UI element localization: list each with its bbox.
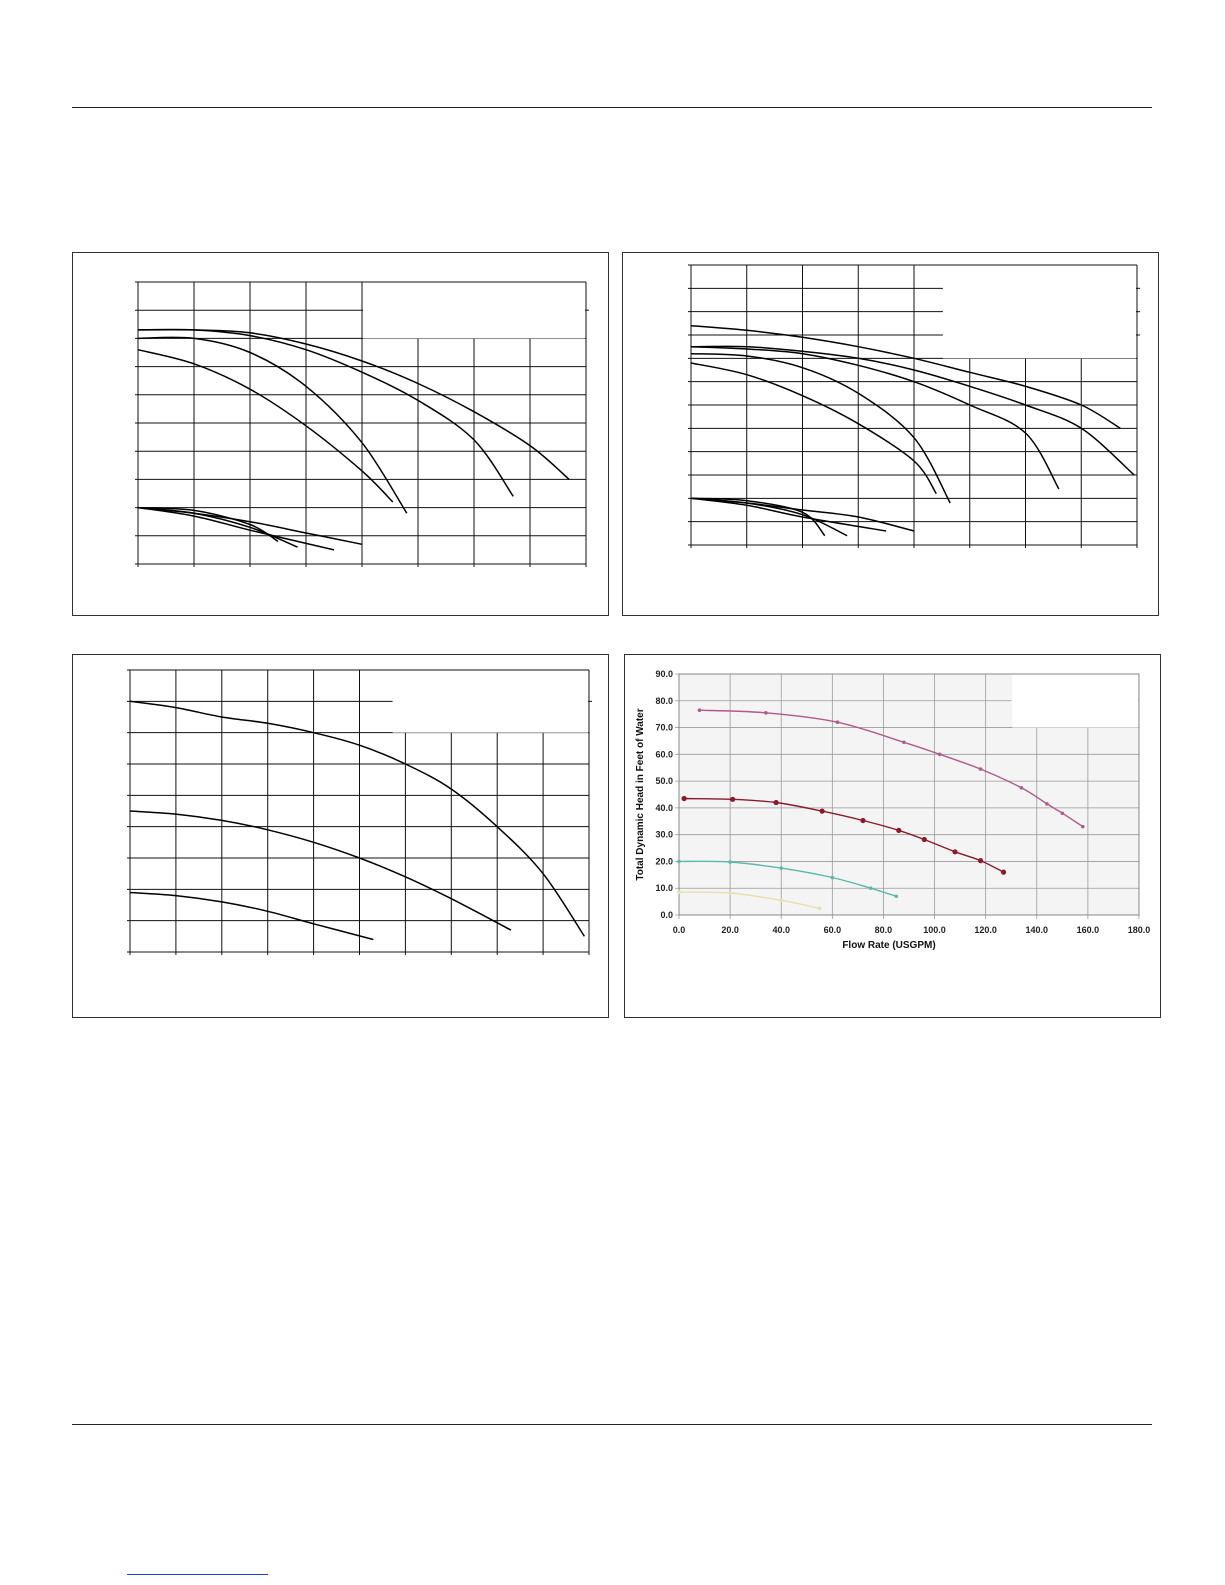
series-line-5 bbox=[690, 362, 937, 495]
series-line-7 bbox=[137, 506, 335, 551]
x-tick-label: 0.0 bbox=[673, 925, 686, 935]
series-line-1 bbox=[699, 709, 1084, 828]
data-point bbox=[937, 752, 942, 757]
x-axis-label: Flow Rate (USGPM) bbox=[842, 940, 935, 951]
series-line-3 bbox=[690, 345, 1060, 490]
series-line-6 bbox=[690, 497, 826, 537]
y-tick-label: 60.0 bbox=[655, 749, 673, 759]
series-line-9 bbox=[690, 497, 915, 532]
series-line-2 bbox=[129, 810, 512, 931]
series-line-2 bbox=[684, 797, 1004, 873]
x-tick-label: 60.0 bbox=[824, 925, 842, 935]
data-point bbox=[977, 858, 984, 864]
series-line-1 bbox=[129, 700, 586, 937]
x-tick-label: 160.0 bbox=[1077, 925, 1100, 935]
chart-panel-2 bbox=[622, 252, 1159, 616]
data-point bbox=[817, 906, 822, 911]
chart-panel-4: 0.0 20.0 40.0 60.0 80.0 100.0 120.0 140.0 160.0 1… bbox=[624, 654, 1161, 1018]
y-axis-label: Total Dynamic Head in Feet of Water bbox=[635, 708, 646, 880]
series-line-4 bbox=[678, 891, 820, 909]
series-line-8 bbox=[137, 506, 363, 546]
y-tick-label: 20.0 bbox=[655, 856, 673, 866]
x-tick-label: 140.0 bbox=[1026, 925, 1049, 935]
data-point bbox=[779, 898, 784, 903]
chart-2 bbox=[688, 264, 1140, 548]
series-line-6 bbox=[137, 506, 298, 548]
y-tick-label: 50.0 bbox=[655, 776, 673, 786]
series-line-4 bbox=[137, 348, 394, 503]
series-line-5 bbox=[137, 506, 279, 543]
chart-4: 0.0 20.0 40.0 60.0 80.0 100.0 120.0 140.0 160.0 1… bbox=[635, 669, 1151, 951]
header-rule bbox=[72, 107, 1152, 108]
x-tick-label: 100.0 bbox=[923, 925, 946, 935]
data-point bbox=[681, 795, 687, 802]
series-line-3 bbox=[678, 860, 897, 897]
data-point bbox=[902, 740, 906, 745]
y-tick-label: 70.0 bbox=[655, 723, 673, 733]
legend-area bbox=[1012, 675, 1138, 728]
data-point bbox=[896, 827, 902, 833]
series-line-2 bbox=[137, 328, 514, 497]
x-tick-label: 180.0 bbox=[1128, 925, 1151, 935]
data-point bbox=[1000, 869, 1007, 875]
x-tick-label: 80.0 bbox=[875, 925, 893, 935]
footer-link-underline[interactable] bbox=[127, 1574, 268, 1575]
data-point bbox=[1019, 786, 1024, 790]
chart-3 bbox=[127, 669, 592, 955]
y-tick-label: 10.0 bbox=[655, 883, 673, 893]
series-line-3 bbox=[137, 336, 408, 514]
data-point bbox=[677, 859, 681, 864]
series-line-3 bbox=[129, 891, 374, 941]
chart-1 bbox=[135, 281, 589, 567]
y-tick-label: 30.0 bbox=[655, 830, 673, 840]
data-point bbox=[1080, 824, 1085, 829]
data-point bbox=[860, 817, 866, 824]
data-point bbox=[728, 891, 732, 895]
series-line-1 bbox=[137, 328, 570, 480]
data-point bbox=[677, 890, 681, 895]
data-point bbox=[835, 720, 840, 724]
legend-area bbox=[363, 283, 585, 339]
data-point bbox=[894, 894, 899, 899]
data-point bbox=[868, 886, 873, 891]
data-point bbox=[730, 796, 736, 802]
legend-area bbox=[942, 266, 1136, 359]
x-tick-label: 40.0 bbox=[772, 925, 790, 935]
x-tick-label: 20.0 bbox=[721, 925, 739, 935]
series-line-4 bbox=[690, 352, 951, 504]
data-point bbox=[1045, 802, 1049, 806]
x-tick-label: 120.0 bbox=[974, 925, 997, 935]
legend-area bbox=[392, 671, 588, 733]
y-tick-label: 40.0 bbox=[655, 803, 673, 813]
data-point bbox=[921, 836, 927, 843]
data-point bbox=[764, 711, 768, 715]
data-point bbox=[728, 860, 732, 864]
data-point bbox=[830, 875, 835, 880]
data-point bbox=[978, 767, 983, 771]
y-tick-label: 90.0 bbox=[655, 669, 673, 679]
data-point bbox=[779, 866, 784, 870]
y-tick-label: 80.0 bbox=[655, 696, 673, 706]
chart-panel-3 bbox=[72, 654, 609, 1018]
series-line-8 bbox=[690, 497, 887, 532]
series-line-2 bbox=[690, 345, 1135, 476]
footer-rule bbox=[72, 1424, 1152, 1425]
plot-frame bbox=[678, 673, 1140, 916]
series-line-1 bbox=[690, 324, 1121, 429]
data-point bbox=[773, 799, 779, 806]
data-point bbox=[697, 708, 702, 712]
data-point bbox=[1060, 811, 1065, 816]
chart-panel-1 bbox=[72, 252, 609, 616]
y-tick-label: 0.0 bbox=[660, 910, 673, 920]
data-point bbox=[952, 849, 958, 855]
data-point bbox=[819, 808, 825, 814]
